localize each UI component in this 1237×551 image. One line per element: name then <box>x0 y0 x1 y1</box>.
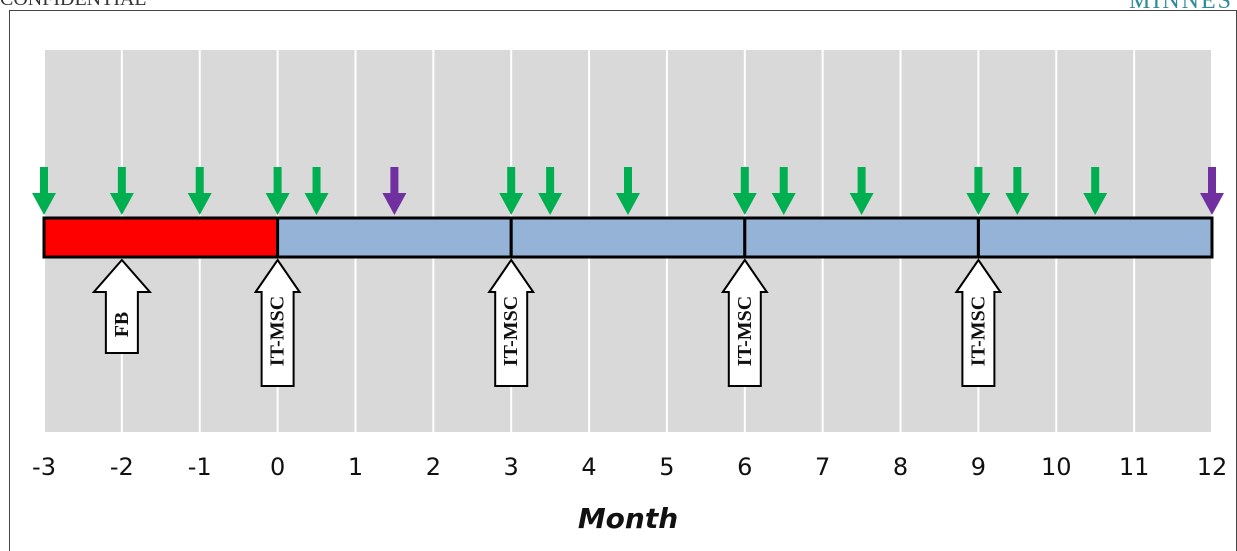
x-tick-label: 9 <box>971 453 986 481</box>
event-label: FB <box>111 312 133 338</box>
green-marker-arrow <box>187 167 212 215</box>
green-marker-arrow <box>966 167 991 215</box>
x-axis-title: Month <box>578 502 678 535</box>
green-marker-arrow <box>732 167 757 215</box>
green-marker-arrow <box>304 167 329 215</box>
green-marker-arrow <box>538 167 563 215</box>
event-arrow <box>91 258 153 354</box>
bar-segment <box>276 216 513 259</box>
x-tick-label: 1 <box>348 453 363 481</box>
green-marker-arrow <box>1005 167 1030 215</box>
x-tick-label: 3 <box>504 453 519 481</box>
x-tick-label: -2 <box>110 453 134 481</box>
sampling-markers <box>32 167 1224 215</box>
green-marker-arrow <box>849 167 874 215</box>
green-marker-arrow <box>265 167 290 215</box>
green-marker-arrow <box>109 167 134 215</box>
x-axis-ticks: -3 -2 -1 0 1 2 3 4 5 6 7 8 9 10 11 12 <box>32 453 1227 481</box>
green-marker-arrow <box>1083 167 1108 215</box>
green-marker-arrow <box>499 167 524 215</box>
x-tick-label: 4 <box>581 453 596 481</box>
bar-segment <box>42 216 280 259</box>
x-tick-label: 8 <box>893 453 908 481</box>
event-label: IT-MSC <box>967 296 989 366</box>
x-tick-label: -1 <box>188 453 212 481</box>
x-tick-label: 12 <box>1197 453 1228 481</box>
green-marker-arrow <box>32 167 56 215</box>
x-tick-label: 0 <box>270 453 285 481</box>
event-label: IT-MSC <box>267 296 289 366</box>
timeline-bar <box>42 216 1214 259</box>
x-tick-label: -3 <box>32 453 56 481</box>
confidential-header: CONFIDENTIAL <box>0 0 147 10</box>
event-arrow <box>487 258 536 387</box>
event-label: IT-MSC <box>500 296 522 366</box>
event-arrow <box>954 258 1003 387</box>
x-tick-label: 5 <box>659 453 674 481</box>
bar-segment <box>976 216 1214 259</box>
purple-marker-arrow <box>382 167 407 215</box>
purple-marker-arrow <box>1200 167 1224 215</box>
x-tick-label: 2 <box>426 453 441 481</box>
green-marker-arrow <box>616 167 640 215</box>
event-arrows: FB IT-MSC IT-MSC IT-MSC IT-MSC <box>91 258 1003 387</box>
event-label: IT-MSC <box>734 296 756 366</box>
bar-segment <box>509 216 747 259</box>
x-tick-label: 10 <box>1041 453 1072 481</box>
bar-segment <box>743 216 980 259</box>
x-tick-label: 6 <box>737 453 752 481</box>
x-tick-label: 11 <box>1119 453 1150 481</box>
green-marker-arrow <box>771 167 796 215</box>
event-arrow <box>253 258 302 387</box>
event-arrow <box>720 258 769 387</box>
x-tick-label: 7 <box>815 453 830 481</box>
